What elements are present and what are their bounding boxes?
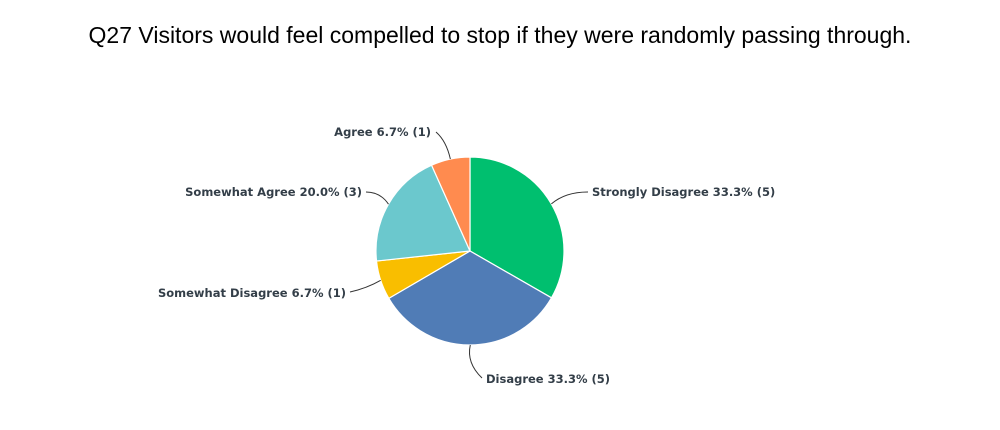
- pie-slice-somewhat-agree: [375, 164, 471, 262]
- leader-line: [365, 191, 389, 205]
- slice-label: Somewhat Disagree 6.7% (1): [158, 286, 346, 300]
- leader-line: [469, 344, 483, 379]
- pie-slice-strongly-disagree: [469, 156, 565, 299]
- leader-line: [551, 191, 589, 205]
- slice-label: Agree 6.7% (1): [334, 125, 431, 139]
- slice-label: Somewhat Agree 20.0% (3): [185, 185, 362, 199]
- chart-title: Q27 Visitors would feel compelled to sto…: [88, 22, 912, 48]
- leader-line: [349, 279, 381, 293]
- slice-label: Disagree 33.3% (5): [486, 372, 610, 386]
- pie-slice-agree: [430, 156, 471, 252]
- slice-label: Strongly Disagree 33.3% (5): [592, 185, 775, 199]
- leader-line: [435, 131, 451, 160]
- pie-slice-disagree: [387, 250, 553, 346]
